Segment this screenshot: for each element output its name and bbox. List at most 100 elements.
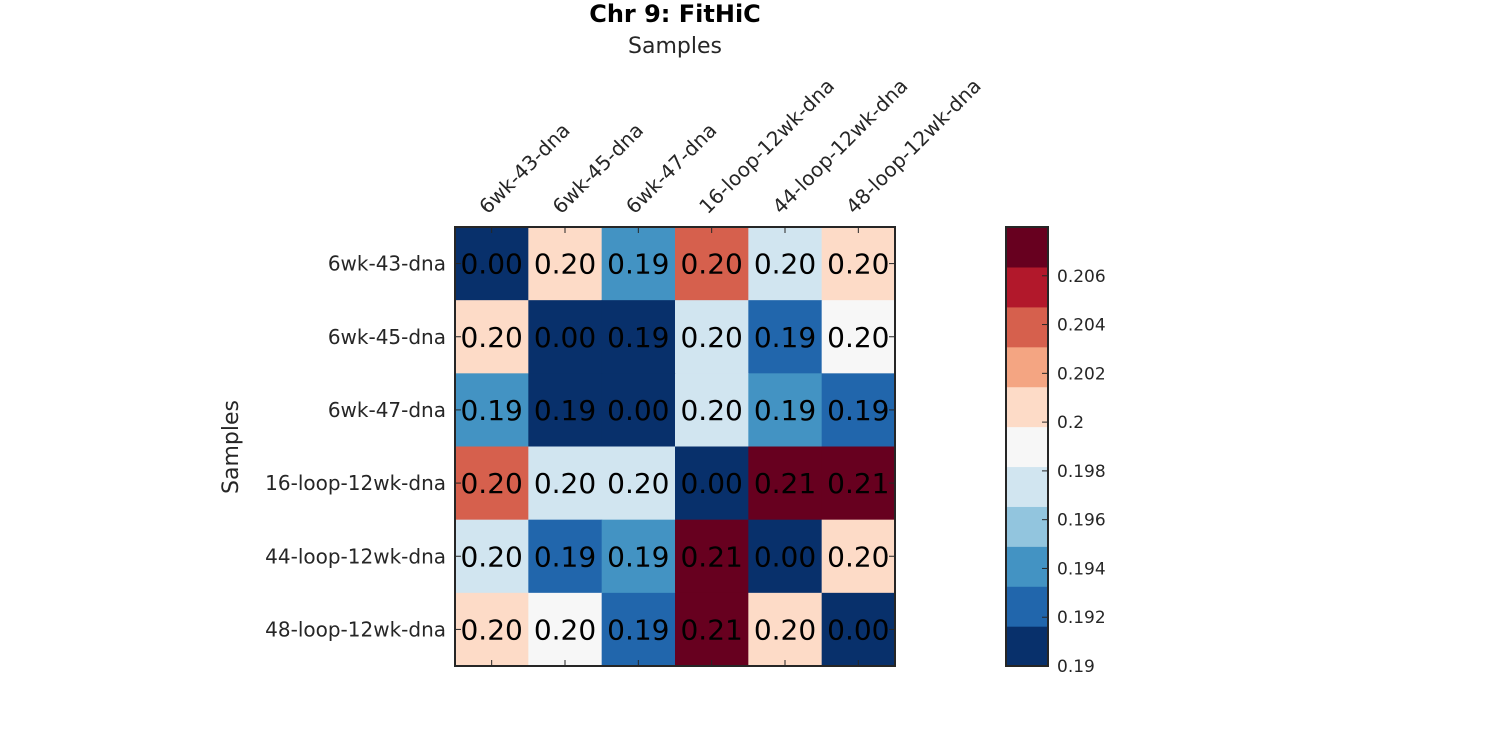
heatmap-cell: [675, 446, 749, 521]
heatmap-cell: [675, 300, 749, 374]
cell-value-label: 0.19: [607, 321, 669, 354]
cell-value-label: 0.19: [534, 540, 596, 573]
heatmap-cell: [675, 519, 749, 594]
colorbar-tick-label: 0.204: [1057, 316, 1106, 336]
heatmap-cell: [748, 519, 823, 594]
cell-value-label: 0.20: [827, 540, 889, 573]
colorbar-tick-label: 0.194: [1057, 559, 1106, 579]
cell-value-label: 0.00: [827, 613, 889, 646]
colorbar-tick-label: 0.19: [1057, 657, 1095, 677]
x-tick-label: 44-loop-12wk-dna: [768, 74, 913, 219]
heatmap-cell: [675, 227, 749, 301]
colorbar-segment: [1006, 227, 1048, 268]
plot-frame: [454, 226, 896, 667]
cell-value-label: 0.00: [754, 540, 816, 573]
y-tick-label: 48-loop-12wk-dna: [265, 617, 446, 641]
cell-value-label: 0.19: [827, 394, 889, 427]
heatmap-cell: [455, 227, 529, 301]
cell-value-label: 0.20: [680, 394, 742, 427]
cell-value-label: 0.21: [680, 613, 742, 646]
heatmap-cell: [748, 446, 823, 521]
x-tick-label: 48-loop-12wk-dna: [841, 74, 986, 219]
cell-value-label: 0.00: [680, 467, 742, 500]
cell-value-label: 0.20: [460, 321, 522, 354]
colorbar-tick-label: 0.202: [1057, 364, 1106, 384]
y-tick-label: 6wk-47-dna: [328, 398, 446, 422]
chart-title: Chr 9: FitHiC: [589, 0, 761, 28]
y-tick-label: 16-loop-12wk-dna: [265, 471, 446, 495]
colorbar-segment: [1006, 386, 1048, 428]
colorbar-segment: [1006, 266, 1048, 308]
colorbar-segment: [1006, 346, 1048, 388]
y-axis-label: Samples: [219, 400, 244, 494]
colorbar-segment: [1006, 586, 1048, 627]
heatmap-cell: [455, 519, 529, 594]
colorbar-tick-label: 0.192: [1057, 608, 1106, 628]
colorbar-segment: [1006, 466, 1048, 507]
cell-value-label: 0.00: [460, 248, 522, 281]
cell-value-label: 0.20: [534, 613, 596, 646]
heatmap-cell: [821, 227, 896, 301]
heatmap-cell: [601, 227, 676, 301]
cell-value-label: 0.19: [754, 321, 816, 354]
heatmap-cell: [821, 446, 896, 521]
heatmap-cell: [748, 373, 823, 448]
heatmap-cell: [821, 519, 896, 594]
heatmap-cell: [748, 592, 823, 667]
cell-value-label: 0.19: [607, 613, 669, 646]
x-axis-label: Samples: [628, 34, 722, 59]
heatmap-cell: [821, 300, 896, 374]
x-tick-labels: 6wk-43-dna6wk-45-dna6wk-47-dna16-loop-12…: [474, 74, 986, 219]
heatmap-cell: [675, 373, 749, 448]
colorbar: 0.19 0.192 0.194 0.196 0.198 0.2 0.202 0.204 0.2…: [1005, 226, 1106, 677]
cell-value-label: 0.00: [534, 321, 596, 354]
heatmap-cell: [528, 373, 603, 448]
cell-value-label: 0.20: [460, 540, 522, 573]
colorbar-segment: [1006, 626, 1048, 667]
heatmap-cell: [455, 373, 529, 448]
heatmap-cell: [601, 592, 676, 667]
cell-value-label: 0.19: [607, 248, 669, 281]
cell-value-label: 0.21: [754, 467, 816, 500]
heatmap-cell: [455, 446, 529, 521]
cell-value-label: 0.20: [827, 248, 889, 281]
cell-value-label: 0.20: [754, 613, 816, 646]
colorbar-tick-label: 0.206: [1057, 267, 1106, 287]
heatmap-cell: [601, 446, 676, 521]
heatmap-cell: [528, 519, 603, 594]
cell-value-label: 0.20: [680, 321, 742, 354]
heatmap-cell: [601, 373, 676, 448]
cell-value-label: 0.19: [460, 394, 522, 427]
colorbar-segment: [1006, 506, 1048, 547]
heatmap-cell: [528, 300, 603, 374]
colorbar-segment: [1006, 306, 1048, 348]
colorbar-segment: [1006, 546, 1048, 587]
cell-value-label: 0.20: [827, 321, 889, 354]
heatmap-cell: [675, 592, 749, 667]
heatmap-cell: [821, 592, 896, 667]
heatmap-cell: [601, 519, 676, 594]
cell-value-label: 0.20: [460, 613, 522, 646]
heatmap-cell: [528, 227, 603, 301]
x-tick-label: 16-loop-12wk-dna: [694, 74, 839, 219]
colorbar-frame: [1005, 226, 1049, 667]
cell-value-label: 0.20: [607, 467, 669, 500]
heatmap-cell-labels: 0.00 0.20 0.19 0.20 0.20 0.20 0.20 0.00 0.19 0.20…: [460, 248, 889, 647]
heatmap-cell: [601, 300, 676, 374]
heatmap-cell: [748, 300, 823, 374]
cell-value-label: 0.20: [460, 467, 522, 500]
heatmap-cell: [455, 300, 529, 374]
cell-value-label: 0.20: [680, 248, 742, 281]
cell-value-label: 0.20: [754, 248, 816, 281]
heatmap-cell: [528, 592, 603, 667]
colorbar-tick-label: 0.196: [1057, 511, 1106, 531]
cell-value-label: 0.21: [827, 467, 889, 500]
cell-value-label: 0.19: [754, 394, 816, 427]
cell-value-label: 0.19: [534, 394, 596, 427]
cell-value-label: 0.20: [534, 248, 596, 281]
heatmap-cells: [455, 227, 896, 667]
y-tick-label: 6wk-43-dna: [328, 252, 446, 276]
colorbar-tick-label: 0.2: [1057, 413, 1084, 433]
y-tick-label: 6wk-45-dna: [328, 325, 446, 349]
